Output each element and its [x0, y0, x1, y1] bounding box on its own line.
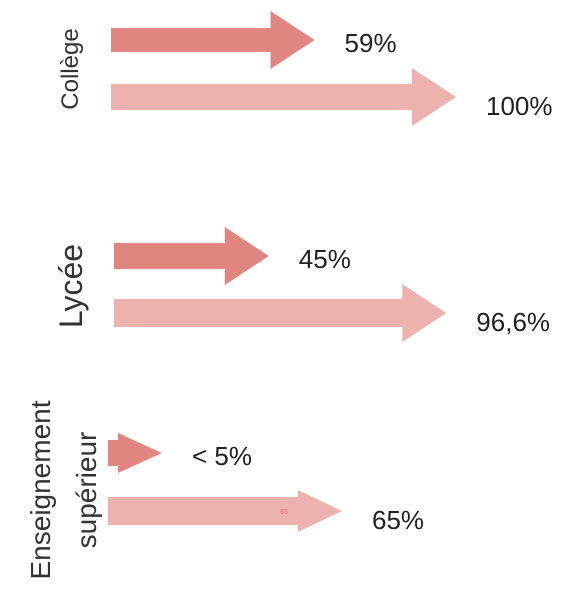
- arrow-bar-dark: [114, 227, 269, 285]
- arrow-inner-label: 65: [280, 509, 288, 516]
- group-label: Collège: [57, 28, 84, 109]
- value-label: 100%: [486, 91, 553, 121]
- arrow-bar-light: [108, 490, 342, 532]
- value-label: 65%: [372, 505, 424, 535]
- arrow-bar-dark: [108, 433, 162, 473]
- value-label: 45%: [299, 244, 351, 274]
- value-label: 59%: [345, 28, 397, 58]
- value-label: < 5%: [192, 441, 252, 471]
- arrow-bar-dark: [111, 11, 315, 69]
- group-label: supérieur: [71, 432, 102, 549]
- group-label: Enseignement: [25, 400, 56, 579]
- arrow-bar-light: [111, 68, 456, 126]
- arrow-bar-light: [114, 284, 447, 342]
- value-label: 96,6%: [476, 307, 550, 337]
- group-label: Lycée: [53, 244, 89, 328]
